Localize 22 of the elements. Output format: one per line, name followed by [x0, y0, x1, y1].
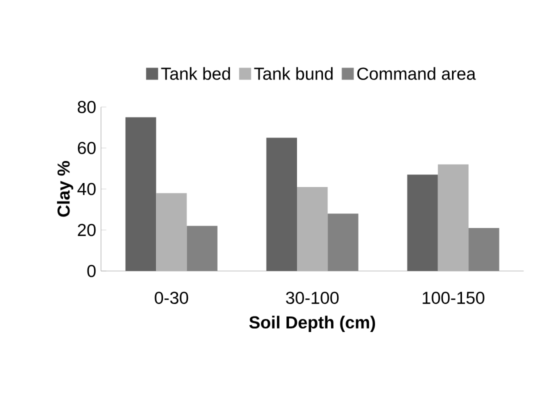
y-tick-label: 20 [78, 224, 96, 236]
bar [328, 214, 358, 271]
bar [156, 193, 187, 271]
bar [407, 174, 438, 271]
bar [438, 164, 469, 271]
y-axis-title: Clay % [57, 161, 74, 217]
y-tick-label: 60 [78, 142, 96, 154]
x-axis-title: Soil Depth (cm) [249, 316, 376, 332]
y-tick-label: 40 [77, 182, 96, 196]
y-tick-label: 80 [78, 100, 96, 114]
x-tick-label: 30-100 [286, 292, 339, 304]
bar [468, 228, 500, 271]
bar [266, 138, 297, 271]
y-tick-label: 0 [87, 264, 96, 278]
bar [297, 186, 328, 271]
bar [125, 117, 156, 271]
legend-label: Tank bed [161, 67, 230, 80]
x-tick-label: 100-150 [422, 292, 484, 304]
bar [186, 226, 218, 271]
legend-label: Tank bund [254, 67, 333, 80]
x-tick-label: 0-30 [154, 292, 188, 304]
legend-label: Command area [357, 67, 476, 80]
